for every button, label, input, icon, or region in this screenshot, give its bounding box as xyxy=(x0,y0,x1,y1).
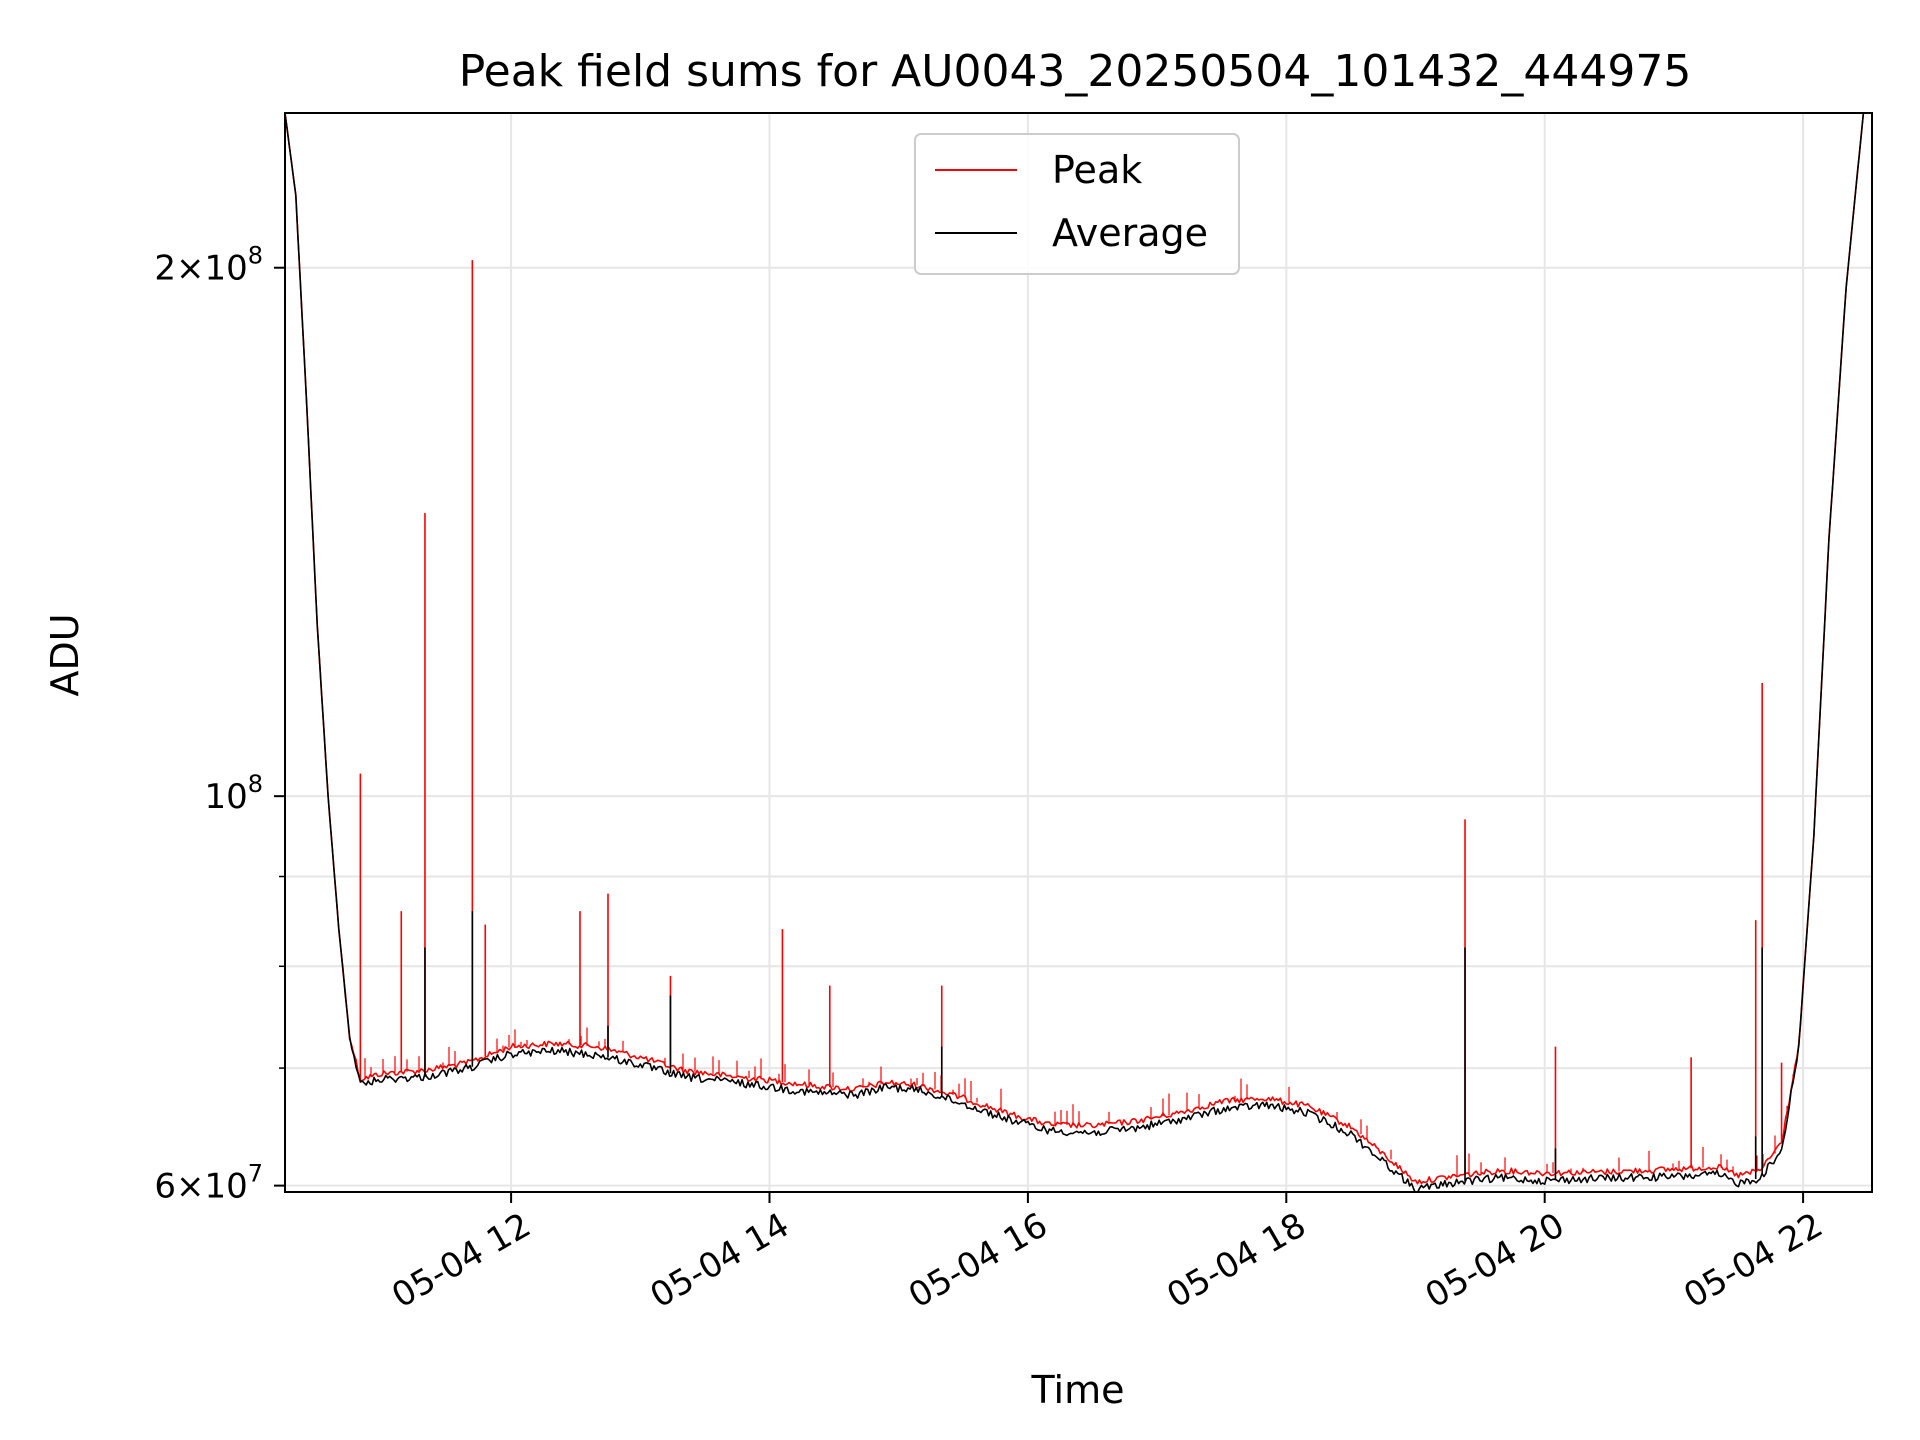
y-tick-label: 6×107 xyxy=(154,1160,263,1207)
grid xyxy=(285,113,1872,1192)
y-tick-label: 2×108 xyxy=(154,242,263,289)
legend-label-average: Average xyxy=(1052,211,1208,255)
x-axis-label: Time xyxy=(1031,1368,1125,1412)
legend-label-peak: Peak xyxy=(1052,148,1142,192)
plot-area xyxy=(285,113,1865,1192)
series-line-peak xyxy=(285,113,1865,1185)
legend: Peak Average xyxy=(914,133,1240,275)
y-axis-label: ADU xyxy=(43,613,87,696)
chart-title: Peak field sums for AU0043_20250504_1014… xyxy=(459,46,1692,97)
plot-frame xyxy=(284,112,1873,1193)
series-line-average xyxy=(285,113,1865,1192)
